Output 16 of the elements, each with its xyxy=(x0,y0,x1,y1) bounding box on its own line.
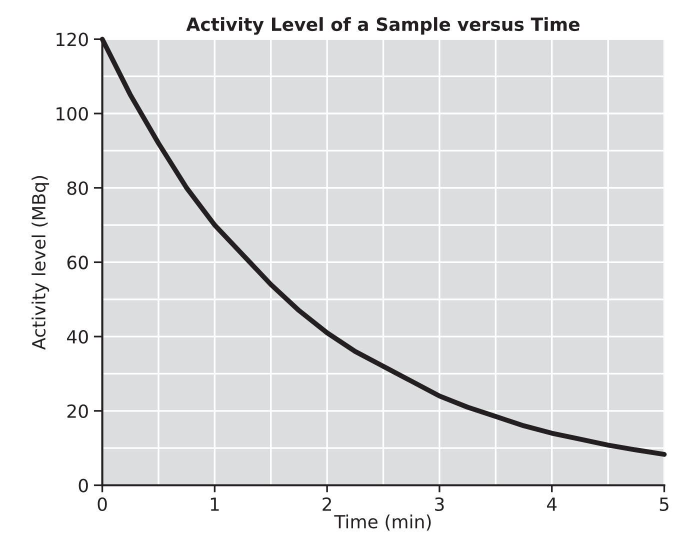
x-tick-label: 3 xyxy=(435,497,444,512)
x-axis-title: Time (min) xyxy=(334,514,431,531)
x-tick-label: 1 xyxy=(210,498,219,511)
x-tick-label: 0 xyxy=(98,497,107,512)
x-tick-label: 4 xyxy=(547,498,557,511)
y-tick-label: 40 xyxy=(67,330,88,344)
y-tick-label: 60 xyxy=(67,256,88,270)
y-tick-label: 80 xyxy=(67,181,88,195)
x-tick-label: 5 xyxy=(660,498,668,512)
y-tick-label: 100 xyxy=(56,106,88,121)
y-tick-label: 20 xyxy=(67,404,88,418)
y-tick-label: 120 xyxy=(56,32,88,46)
y-tick-label: 0 xyxy=(78,478,88,492)
chart-title: Activity Level of a Sample versus Time xyxy=(186,17,580,35)
x-tick-label: 2 xyxy=(322,497,332,511)
y-axis-title: Activity level (MBq) xyxy=(32,176,50,350)
